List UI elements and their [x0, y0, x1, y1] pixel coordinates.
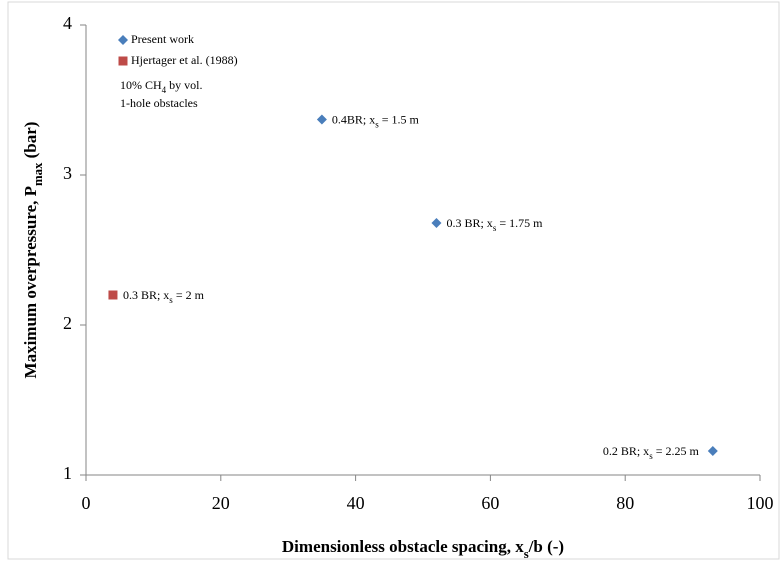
x-tick-label: 80 — [616, 493, 634, 513]
note: 10% CH4 by vol. — [120, 78, 203, 95]
subscript: s — [375, 120, 379, 130]
legend-label: Hjertager et al. (1988) — [131, 53, 238, 67]
point-label: 0.4BR; xs = 1.5 m — [332, 112, 420, 129]
x-tick-label: 100 — [747, 493, 774, 513]
y-axis-label: Maximum overpressure, Pmax (bar) — [21, 122, 45, 379]
subscript: s — [524, 547, 529, 561]
text-part: 1-hole obstacles — [120, 96, 198, 110]
subscript: s — [493, 223, 497, 233]
y-tick-label: 1 — [63, 463, 72, 483]
y-tick-label: 2 — [63, 313, 72, 333]
x-axis-label: Dimensionless obstacle spacing, xs/b (-) — [282, 537, 564, 561]
legend-marker — [118, 56, 128, 66]
subscript: s — [169, 295, 173, 305]
text-part: by vol. — [166, 78, 202, 92]
point-label: 0.3 BR; xs = 2 m — [123, 288, 205, 305]
text-part: = 2.25 m — [653, 444, 700, 458]
note: 1-hole obstacles — [120, 96, 198, 110]
text-part: (bar) — [21, 122, 40, 163]
text-part: Maximum overpressure, P — [21, 186, 40, 378]
subscript: max — [31, 162, 45, 186]
text-part: = 2 m — [173, 288, 205, 302]
point — [316, 114, 327, 125]
point — [707, 446, 718, 456]
text-part: = 1.75 m — [496, 216, 543, 230]
subscript: s — [649, 451, 653, 461]
text-part: 0.3 BR; x — [123, 288, 169, 302]
y-tick-label: 4 — [63, 13, 72, 33]
legend-label: Present work — [131, 32, 194, 46]
point — [431, 218, 442, 228]
point-label: 0.2 BR; xs = 2.25 m — [603, 444, 700, 461]
text-part: Dimensionless obstacle spacing, x — [282, 537, 524, 556]
text-part: 0.3 BR; x — [446, 216, 492, 230]
y-tick-label: 3 — [63, 163, 72, 183]
subscript: 4 — [162, 85, 167, 95]
x-tick-label: 40 — [347, 493, 365, 513]
x-tick-label: 20 — [212, 493, 230, 513]
legend-marker — [118, 35, 128, 45]
frame — [7, 1, 780, 560]
text-part: 10% CH — [120, 78, 162, 92]
text-part: 0.2 BR; x — [603, 444, 649, 458]
text-part: /b (-) — [528, 537, 564, 556]
text-part: = 1.5 m — [379, 112, 420, 126]
x-tick-label: 0 — [82, 493, 91, 513]
text-part: 0.4BR; x — [332, 112, 375, 126]
point-label: 0.3 BR; xs = 1.75 m — [446, 216, 543, 233]
point — [108, 290, 118, 300]
x-tick-label: 60 — [481, 493, 499, 513]
